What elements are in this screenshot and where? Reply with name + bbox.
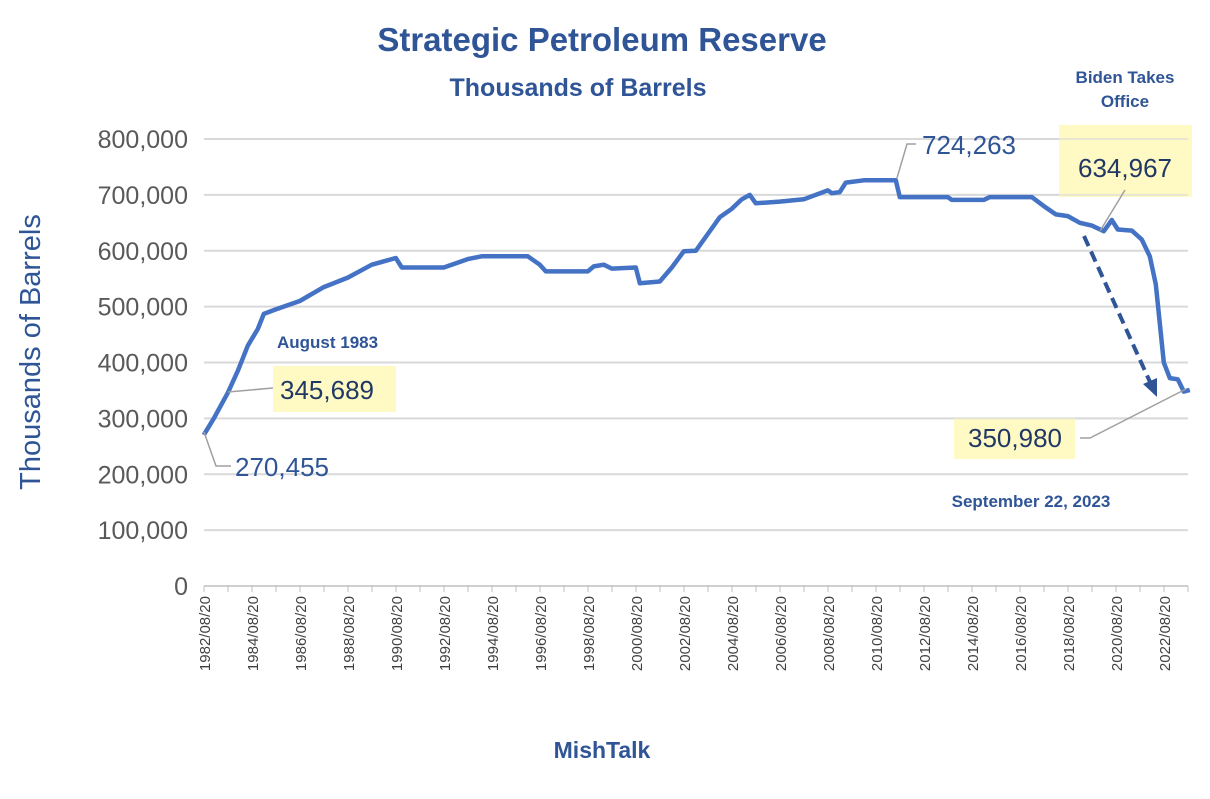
leader-line-1983 <box>227 387 274 393</box>
leader-line-peak <box>896 143 916 179</box>
x-tick-label: 2000/08/20 <box>629 596 646 671</box>
dashed-decline-arrow <box>1082 235 1152 383</box>
start-value-label: 270,455 <box>235 452 329 482</box>
y-axis-label: Thousands of Barrels <box>15 214 47 490</box>
y-tick-label: 500,000 <box>98 294 188 322</box>
y-tick-label: 800,000 <box>98 126 188 154</box>
x-axis-label: MishTalk <box>554 737 651 763</box>
aug1983-label: August 1983 <box>277 333 378 352</box>
x-tick-label: 2020/08/20 <box>1109 596 1126 671</box>
biden-label-line2: Office <box>1101 92 1149 111</box>
peak-value-label: 724,263 <box>922 130 1016 160</box>
biden-label-line1: Biden Takes <box>1076 68 1175 87</box>
chart-subtitle: Thousands of Barrels <box>450 74 707 102</box>
end-date-label: September 22, 2023 <box>952 492 1111 511</box>
y-tick-label: 0 <box>174 573 188 601</box>
aug1983-value-label: 345,689 <box>280 375 374 405</box>
y-tick-label: 700,000 <box>98 182 188 210</box>
x-tick-label: 1996/08/20 <box>533 596 550 671</box>
x-tick-label: 1990/08/20 <box>389 596 406 671</box>
x-tick-label: 1988/08/20 <box>341 596 358 671</box>
arrowhead-icon <box>1143 378 1157 397</box>
x-tick-label: 2018/08/20 <box>1061 596 1078 671</box>
leader-line-biden <box>1099 189 1126 232</box>
y-tick-label: 300,000 <box>98 405 188 433</box>
x-tick-label: 1992/08/20 <box>437 596 454 671</box>
biden-value-label: 634,967 <box>1078 153 1172 183</box>
x-tick-label: 2014/08/20 <box>965 596 982 671</box>
y-tick-label: 400,000 <box>98 350 188 378</box>
x-tick-label: 1984/08/20 <box>245 596 262 671</box>
highlight-box-end <box>954 418 1075 459</box>
x-tick-label: 1998/08/20 <box>581 596 598 671</box>
leader-line-end <box>1080 388 1187 439</box>
y-tick-label: 100,000 <box>98 517 188 545</box>
y-tick-label: 600,000 <box>98 238 188 266</box>
x-tick-label: 2002/08/20 <box>677 596 694 671</box>
highlight-box-biden <box>1059 125 1192 197</box>
x-tick-label: 2010/08/20 <box>869 596 886 671</box>
x-tick-label: 1982/08/20 <box>197 596 214 671</box>
chart-title: Strategic Petroleum Reserve <box>377 21 826 58</box>
series-line <box>201 178 1191 437</box>
highlight-box-1983 <box>273 366 396 412</box>
x-tick-label: 2008/08/20 <box>821 596 838 671</box>
x-tick-label: 2006/08/20 <box>773 596 790 671</box>
x-tick-label: 2016/08/20 <box>1013 596 1030 671</box>
x-tick-label: 1986/08/20 <box>293 596 310 671</box>
y-tick-label: 200,000 <box>98 461 188 489</box>
x-tick-label: 2004/08/20 <box>725 596 742 671</box>
x-tick-label: 2022/08/20 <box>1157 596 1174 671</box>
x-tick-label: 1994/08/20 <box>485 596 502 671</box>
leader-line-start <box>203 431 231 467</box>
x-tick-label: 2012/08/20 <box>917 596 934 671</box>
end-value-label: 350,980 <box>968 423 1062 453</box>
